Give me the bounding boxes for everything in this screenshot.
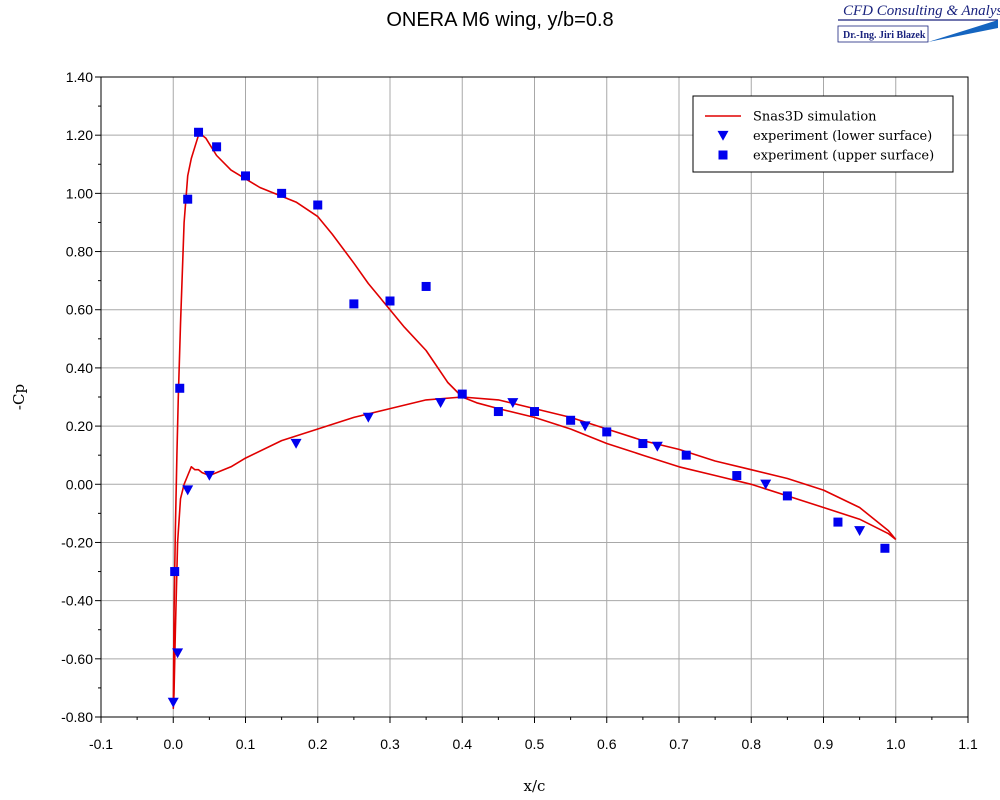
upper-surface-point bbox=[493, 407, 503, 417]
upper-surface-point bbox=[385, 296, 395, 306]
x-tick-label: 1.1 bbox=[958, 736, 978, 752]
upper-surface-point bbox=[457, 389, 467, 399]
legend-label: experiment (upper surface) bbox=[753, 149, 934, 164]
logo-name-box bbox=[837, 25, 929, 43]
y-axis-label: -Cp bbox=[10, 384, 28, 410]
x-tick-label: 0.7 bbox=[669, 736, 689, 752]
upper-surface-point bbox=[833, 517, 843, 527]
x-tick-label: 0.9 bbox=[814, 736, 834, 752]
y-tick-label: 0.20 bbox=[66, 418, 93, 434]
y-tick-label: 0.80 bbox=[66, 244, 93, 260]
legend-square-swatch bbox=[718, 150, 728, 160]
logo-person-text: Dr.-Ing. Jiri Blazek bbox=[843, 30, 926, 41]
x-tick-label: 0.1 bbox=[236, 736, 256, 752]
upper-surface-point bbox=[212, 142, 222, 152]
upper-surface-point bbox=[732, 471, 742, 481]
y-tick-label: 0.40 bbox=[66, 360, 93, 376]
x-tick-label: 1.0 bbox=[886, 736, 906, 752]
y-tick-label: 1.00 bbox=[66, 185, 93, 201]
upper-surface-point bbox=[681, 450, 691, 460]
x-tick-label: 0.2 bbox=[308, 736, 328, 752]
grid bbox=[101, 77, 968, 717]
x-tick-label: 0.6 bbox=[597, 736, 617, 752]
lower-surface-point bbox=[507, 398, 519, 409]
lower-surface-point bbox=[651, 441, 663, 452]
series-layer bbox=[167, 127, 897, 710]
y-tick-label: 0.60 bbox=[66, 302, 93, 318]
simulation-line bbox=[172, 134, 897, 710]
upper-surface-point bbox=[175, 383, 185, 393]
upper-surface-point bbox=[880, 543, 890, 553]
legend: Snas3D simulation experiment (lower surfa… bbox=[692, 95, 954, 173]
lower-surface-point bbox=[203, 470, 215, 481]
y-tick-label: -0.80 bbox=[61, 709, 93, 725]
legend-box bbox=[692, 95, 954, 173]
upper-surface-point bbox=[277, 188, 287, 198]
x-tick-label: 0.8 bbox=[742, 736, 762, 752]
logo-company-text: CFD Consulting & Analysis bbox=[843, 3, 1000, 19]
lower-surface-point bbox=[435, 398, 447, 409]
lower-surface-point bbox=[362, 412, 374, 423]
lower-surface-point bbox=[182, 485, 194, 496]
x-tick-label: 0.3 bbox=[380, 736, 400, 752]
upper-surface-point bbox=[313, 200, 323, 210]
lower-surface-point bbox=[167, 697, 179, 708]
x-tick-label: 0.0 bbox=[164, 736, 184, 752]
y-tick-label: -0.40 bbox=[61, 593, 93, 609]
upper-surface-point bbox=[170, 567, 180, 577]
logo-swoosh bbox=[928, 20, 998, 42]
x-tick-label: 0.5 bbox=[525, 736, 545, 752]
lower-surface-point bbox=[172, 648, 184, 659]
x-axis-label: x/c bbox=[524, 777, 546, 795]
legend-label: Snas3D simulation bbox=[753, 110, 877, 125]
y-tick-label: -0.20 bbox=[61, 534, 93, 550]
lower-surface-point bbox=[579, 421, 591, 432]
logo: CFD Consulting & Analysis Dr.-Ing. Jiri … bbox=[837, 3, 1000, 43]
ticks: -0.1 0.0 0.1 0.2 0.3 0.4 0.5 0.6 0.7 0.8 0.9 1.0 1.1… bbox=[61, 69, 978, 752]
upper-surface-point bbox=[782, 491, 792, 501]
upper-surface-point bbox=[602, 427, 612, 437]
chart-title: ONERA M6 wing, y/b=0.8 bbox=[386, 9, 613, 31]
upper-surface-point bbox=[349, 299, 359, 309]
y-tick-label: 1.20 bbox=[66, 127, 93, 143]
y-tick-label: 0.00 bbox=[66, 476, 93, 492]
legend-label: experiment (lower surface) bbox=[753, 129, 932, 144]
x-tick-label: -0.1 bbox=[89, 736, 113, 752]
lower-surface-point bbox=[760, 479, 772, 490]
upper-surface-point bbox=[638, 439, 648, 449]
upper-surface-point bbox=[183, 194, 193, 204]
upper-surface-point bbox=[421, 281, 431, 291]
upper-surface-point bbox=[241, 171, 250, 181]
lower-surface-point bbox=[854, 526, 866, 537]
legend-triangle-swatch bbox=[717, 130, 729, 141]
upper-surface-point bbox=[566, 415, 576, 425]
y-tick-label: 1.40 bbox=[66, 69, 93, 85]
upper-surface-point bbox=[194, 127, 204, 137]
y-tick-label: -0.60 bbox=[61, 651, 93, 667]
lower-surface-point bbox=[290, 438, 302, 449]
x-tick-label: 0.4 bbox=[453, 736, 473, 752]
upper-surface-point bbox=[530, 407, 539, 417]
